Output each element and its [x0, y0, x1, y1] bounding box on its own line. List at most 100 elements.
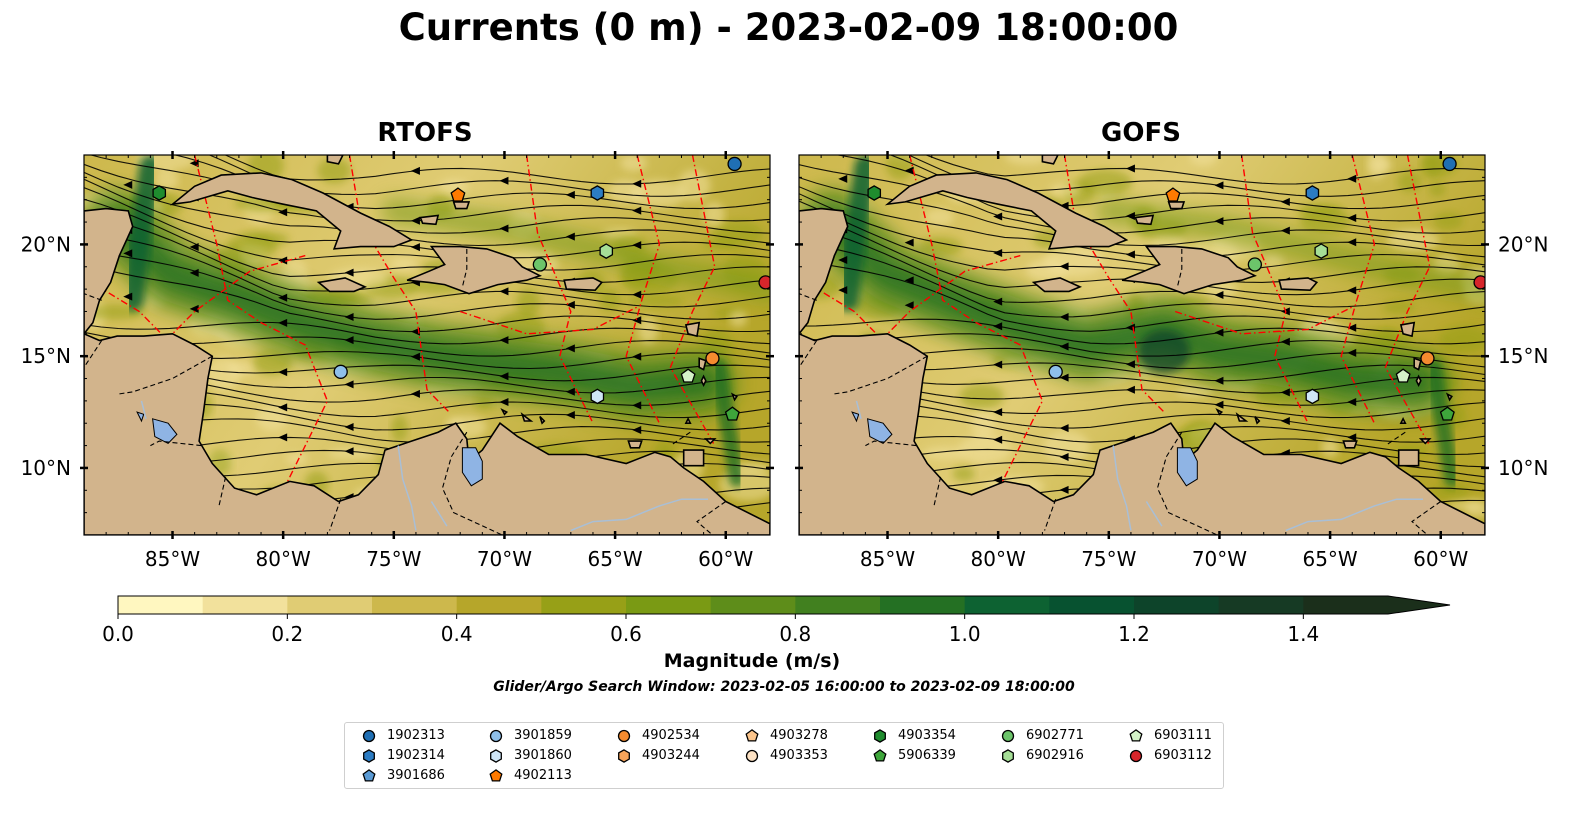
colorbar-segment [1218, 596, 1304, 614]
eez-boundary [525, 155, 594, 424]
speed-patch [1421, 155, 1442, 179]
land [326, 155, 344, 165]
streamline-arrow [1280, 337, 1290, 346]
legend-marker [874, 728, 886, 743]
colorbar-segment [964, 596, 1050, 614]
float-marker [599, 243, 614, 259]
streamline-arrow [57, 207, 66, 215]
land [684, 321, 701, 338]
streamline-arrow [1347, 397, 1357, 406]
country-border [441, 431, 503, 535]
river [855, 400, 862, 419]
country-border [1385, 431, 1406, 447]
legend-item: 6903112 [1128, 747, 1212, 765]
streamline [84, 263, 770, 333]
speed-patch [256, 405, 288, 431]
streamline-arrow [1214, 328, 1224, 337]
speed-patch [620, 155, 647, 172]
streamline-arrow [344, 447, 354, 456]
legend-label: 6902916 [1026, 748, 1084, 763]
streamline-arrow [1125, 212, 1135, 221]
yucatan-current [836, 155, 877, 312]
legend-item: 6903111 [1128, 727, 1212, 745]
streamline [84, 331, 770, 357]
eez-boundary [1340, 155, 1376, 424]
country-border [933, 476, 942, 507]
streamline-arrow [565, 387, 575, 396]
streamline-arrow [57, 392, 66, 400]
streamline-arrow [1347, 348, 1357, 357]
legend-label: 4902113 [514, 768, 572, 783]
colorbar-segment [118, 596, 204, 614]
colorbar-tick-label: 1.0 [949, 622, 981, 646]
x-tick-label: 60°W [698, 547, 753, 571]
map-frame [798, 154, 1486, 536]
x-tick-label: 65°W [1302, 547, 1357, 571]
streamline-arrow [499, 224, 509, 233]
streamline-arrow [499, 372, 509, 381]
lake [461, 447, 483, 487]
legend-label: 6903112 [1154, 748, 1212, 763]
land [1399, 417, 1407, 425]
x-tick-label: 85°W [145, 547, 200, 571]
legend-label: 1902314 [387, 748, 445, 763]
legend-label: 3901686 [387, 768, 445, 783]
colorbar-segment [287, 596, 373, 614]
country-border [1044, 499, 1057, 531]
legend-marker [363, 748, 375, 763]
streamline-arrow [565, 232, 575, 241]
current-band-core [816, 206, 1435, 399]
streamline-arrow [1125, 385, 1135, 394]
hexagon-marker-icon [874, 728, 886, 743]
streamline-arrow [1059, 424, 1069, 433]
speed-patch [638, 316, 658, 345]
streamline-arrow [1280, 416, 1290, 425]
float-marker [1305, 185, 1320, 201]
colorbar-tick-label: 1.4 [1287, 622, 1319, 646]
streamline-arrow [410, 243, 420, 252]
streamline-arrow [1280, 226, 1290, 235]
streamline-arrow [278, 403, 288, 412]
speed-patch [391, 415, 408, 442]
land [563, 277, 604, 292]
speed-patch [1189, 155, 1218, 167]
panel-title-gofs: GOFS [1101, 118, 1181, 148]
legend-marker [490, 748, 502, 763]
streamline-arrow [410, 216, 420, 225]
lake [851, 411, 860, 423]
streamline-arrow [632, 179, 642, 188]
streamline-arrow [499, 336, 509, 345]
legend-label: 6902771 [1026, 728, 1084, 743]
x-tick-label: 60°W [1413, 547, 1468, 571]
streamline-arrow [344, 313, 354, 322]
streamline-arrow [632, 425, 642, 434]
speed-patch [1432, 483, 1470, 500]
eez-boundary [193, 155, 329, 491]
streamline [889, 155, 1485, 210]
float-marker [1395, 368, 1411, 383]
colorbar-extend-arrow [1388, 596, 1450, 614]
streamline [84, 321, 770, 345]
legend-item: 4903354 [872, 727, 956, 745]
streamline-arrow [278, 256, 288, 265]
land [452, 201, 471, 210]
streamline-arrow [57, 440, 66, 448]
streamline [799, 241, 1485, 320]
colorbar-outline [117, 595, 1451, 615]
land [1041, 155, 1059, 165]
rtofs-map: 85°W 80°W 75°W 70°W 65°W 60°W 20°N 15°N 10°N [21, 151, 774, 571]
land [682, 449, 705, 467]
colorbar-segment [372, 596, 458, 614]
circle-marker-icon [745, 749, 759, 762]
float-marker [724, 406, 740, 421]
streamline-arrow [1125, 323, 1135, 332]
streamline-arrow [772, 385, 781, 393]
streamline-arrow [1280, 388, 1290, 397]
streamline-arrow [772, 345, 781, 353]
speed-patch [703, 201, 725, 227]
legend-label: 4903354 [898, 728, 956, 743]
streamline-arrow [565, 300, 575, 309]
streamline-arrow [772, 445, 781, 453]
legend-marker [1129, 728, 1143, 742]
colorbar-segment [710, 596, 796, 614]
